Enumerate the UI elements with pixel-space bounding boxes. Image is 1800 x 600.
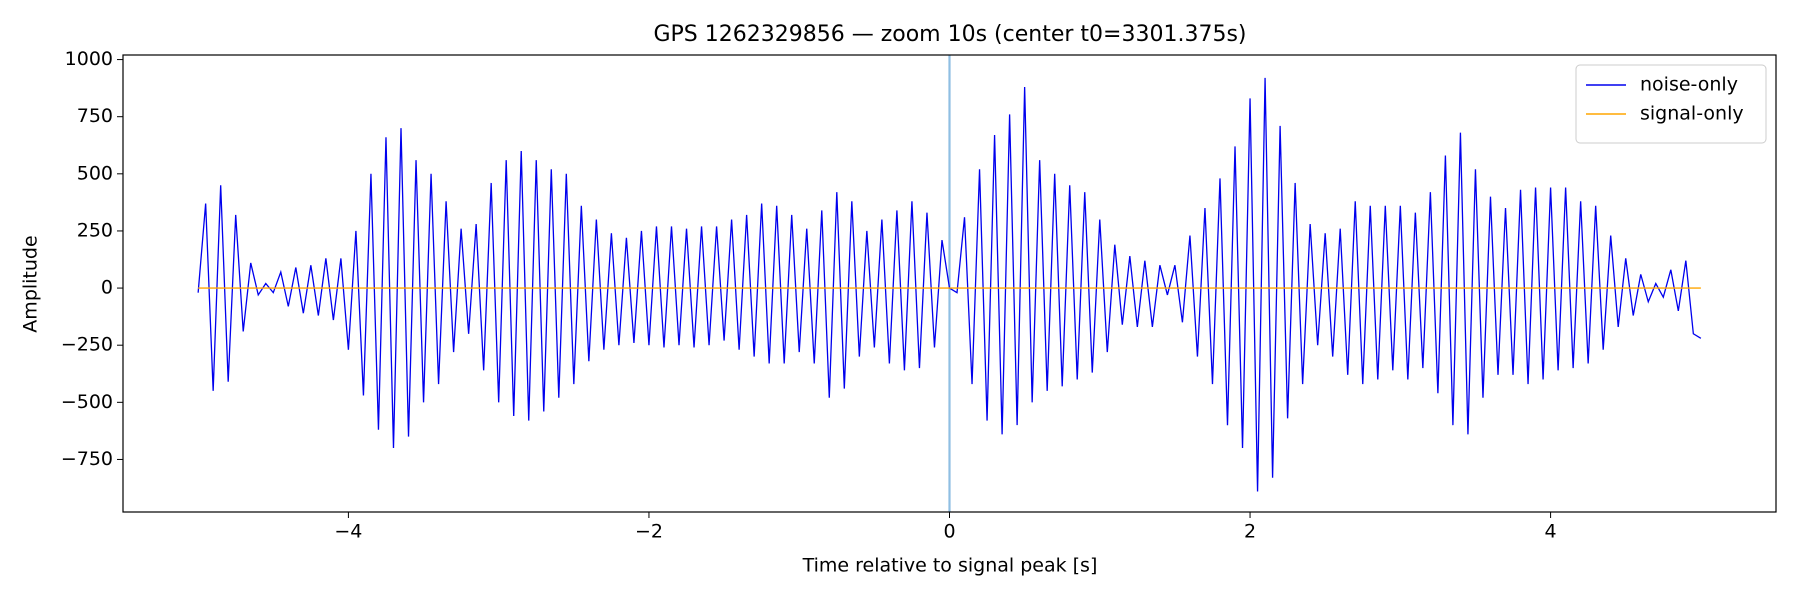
- y-tick-label: −750: [61, 448, 113, 470]
- x-tick-label: −2: [635, 521, 663, 543]
- x-tick-label: −4: [334, 521, 362, 543]
- y-tick-label: −250: [61, 334, 113, 356]
- x-tick-label: 2: [1244, 521, 1256, 543]
- x-tick-label: 4: [1545, 521, 1557, 543]
- y-tick-label: −500: [61, 391, 113, 413]
- x-tick-label: 0: [943, 521, 955, 543]
- chart-title: GPS 1262329856 — zoom 10s (center t0=330…: [653, 22, 1246, 47]
- y-tick-label: 1000: [65, 48, 113, 70]
- y-tick-label: 0: [101, 277, 113, 299]
- x-axis-label: Time relative to signal peak [s]: [802, 555, 1098, 577]
- y-tick-label: 250: [77, 219, 113, 241]
- axes-frame: [122, 54, 1777, 513]
- y-tick-label: 750: [77, 105, 113, 127]
- y-tick-label: 500: [77, 162, 113, 184]
- y-axis-label: Amplitude: [20, 235, 42, 332]
- legend-label: signal-only: [1640, 103, 1744, 125]
- legend-label: noise-only: [1640, 74, 1738, 96]
